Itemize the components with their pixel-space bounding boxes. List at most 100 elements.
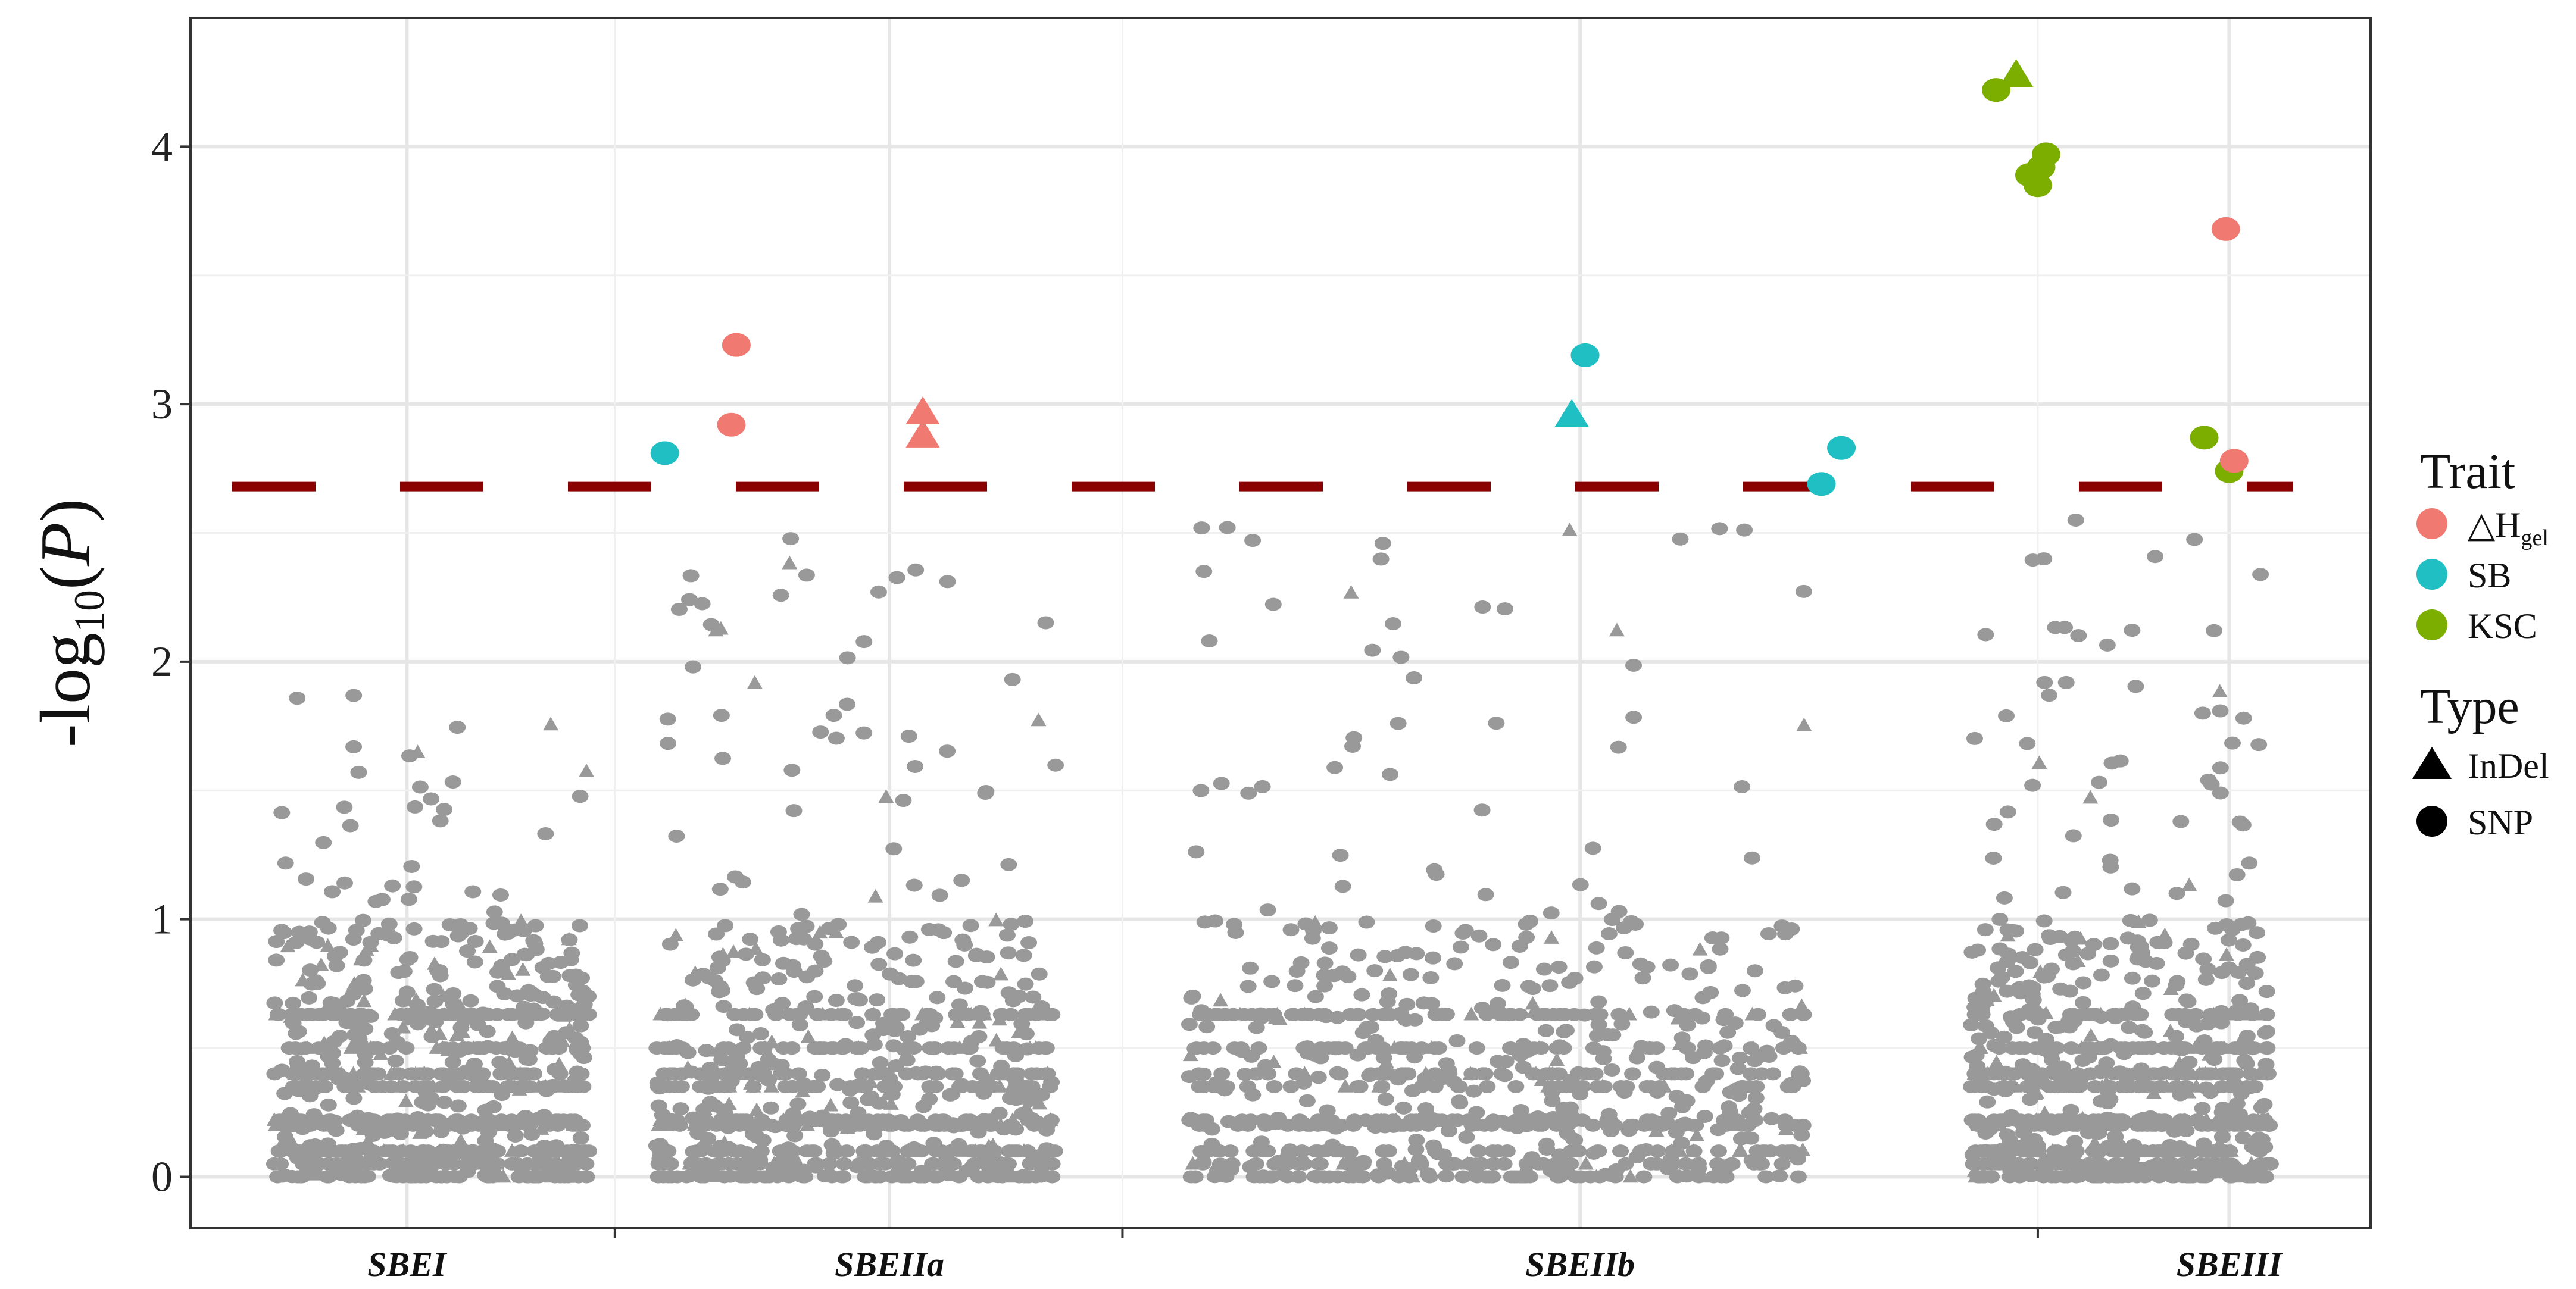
legend-trait-title: Trait (2420, 444, 2515, 499)
bg-point-snp (1332, 849, 1349, 862)
bg-point-snp (351, 1037, 369, 1050)
bg-point-snp (1532, 1041, 1550, 1055)
bg-point-snp (2036, 675, 2053, 689)
bg-point-snp (1696, 1046, 1713, 1059)
bg-point-snp (1454, 1170, 1472, 1184)
bg-point-snp (1031, 1041, 1048, 1055)
bg-point-snp (2141, 913, 2158, 927)
bg-point-snp (1775, 1041, 1793, 1055)
bg-point-snp (1182, 1112, 1200, 1125)
bg-point-snp (935, 926, 953, 940)
bg-point-snp (720, 1041, 737, 1055)
bg-point-snp (1326, 761, 1344, 774)
bg-point-snp (2207, 1118, 2224, 1132)
bg-point-snp (1748, 1080, 1765, 1093)
bg-point-snp (2069, 1067, 2087, 1081)
bg-point-snp (350, 765, 367, 779)
bg-point-snp (1712, 1041, 1729, 1055)
bg-point-snp (648, 1139, 665, 1153)
bg-point-snp (748, 982, 766, 996)
bg-point-snp (2007, 924, 2025, 938)
bg-point-snp (1192, 784, 1210, 797)
bg-point-snp (1736, 523, 1753, 537)
bg-point-snp (894, 1008, 911, 1021)
bg-point-snp (1319, 1104, 1336, 1118)
bg-point-snp (1990, 961, 2007, 975)
bg-point-snp (523, 1128, 541, 1141)
bg-point-indel (579, 764, 595, 777)
bg-point-indel (747, 675, 763, 689)
bg-point-snp (2195, 1137, 2212, 1151)
bg-point-indel (298, 1069, 314, 1084)
bg-point-snp (709, 961, 726, 975)
bg-point-snp (947, 1067, 964, 1081)
bg-point-snp (1728, 1082, 1745, 1096)
bg-point-snp (2041, 932, 2059, 946)
bg-point-snp (1295, 1157, 1313, 1171)
legend-type-key-triangle (2412, 747, 2452, 779)
bg-point-snp (1407, 1143, 1425, 1156)
bg-point-snp (572, 1035, 589, 1049)
bg-point-snp (1977, 992, 1994, 1006)
bg-point-snp (1774, 1144, 1791, 1158)
bg-point-indel (379, 917, 395, 931)
bg-point-snp (345, 689, 363, 702)
bg-point-snp (2236, 1054, 2253, 1068)
bg-point-snp (544, 969, 561, 983)
bg-point-snp (1452, 940, 1469, 954)
bg-point-snp (284, 1067, 301, 1081)
bg-point-snp (1353, 988, 1370, 1002)
bg-point-snp (2121, 1021, 2138, 1034)
bg-point-indel (2218, 947, 2234, 961)
sig-point-snp (722, 333, 751, 357)
bg-point-snp (985, 1144, 1002, 1158)
bg-point-snp (1632, 1144, 1649, 1158)
bg-point-snp (1625, 658, 1643, 672)
bg-point-snp (390, 1067, 407, 1081)
bg-point-snp (2037, 1161, 2054, 1175)
bg-point-snp (1700, 959, 1717, 972)
bg-point-snp (1295, 1076, 1313, 1090)
bg-point-snp (461, 1157, 478, 1171)
bg-point-snp (392, 1125, 409, 1138)
bg-point-snp (1359, 1021, 1376, 1034)
bg-point-snp (2049, 1144, 2066, 1158)
bg-point-snp (1613, 1017, 1631, 1031)
bg-point-snp (390, 966, 407, 980)
bg-point-snp (783, 764, 801, 777)
bg-point-snp (2159, 1146, 2176, 1160)
bg-point-snp (737, 947, 754, 961)
bg-point-snp (677, 1008, 694, 1021)
bg-point-snp (1489, 997, 1506, 1010)
bg-point-snp (544, 1041, 561, 1055)
bg-point-snp (770, 972, 788, 986)
bg-point-indel (356, 993, 372, 1008)
bg-point-snp (1279, 1157, 1296, 1171)
bg-point-snp (289, 692, 306, 705)
bg-point-snp (926, 1170, 943, 1184)
bg-point-indel (316, 1035, 332, 1049)
bg-point-snp (449, 1099, 467, 1113)
bg-point-snp (1374, 537, 1391, 550)
bg-point-snp (1470, 1144, 1487, 1158)
bg-point-snp (1474, 600, 1491, 614)
bg-point-indel (880, 1086, 896, 1100)
bg-point-snp (1612, 1144, 1629, 1158)
bg-point-indel (561, 1021, 577, 1035)
bg-point-snp (394, 1080, 411, 1093)
bg-point-snp (324, 1046, 341, 1060)
bg-point-snp (423, 792, 440, 806)
bg-point-snp (449, 929, 467, 943)
bg-point-indel (417, 1066, 433, 1080)
bg-point-snp (870, 1096, 888, 1110)
bg-point-snp (1380, 1144, 1397, 1158)
bg-point-snp (1441, 1064, 1458, 1078)
bg-point-snp (1223, 1157, 1241, 1171)
bg-point-snp (847, 979, 864, 993)
sig-point-snp (1570, 343, 1600, 367)
bg-point-snp (735, 1041, 752, 1055)
bg-point-indel (346, 976, 363, 990)
bg-point-indel (696, 1078, 712, 1093)
bg-point-indel (988, 1033, 1004, 1047)
bg-point-snp (2074, 1113, 2091, 1127)
